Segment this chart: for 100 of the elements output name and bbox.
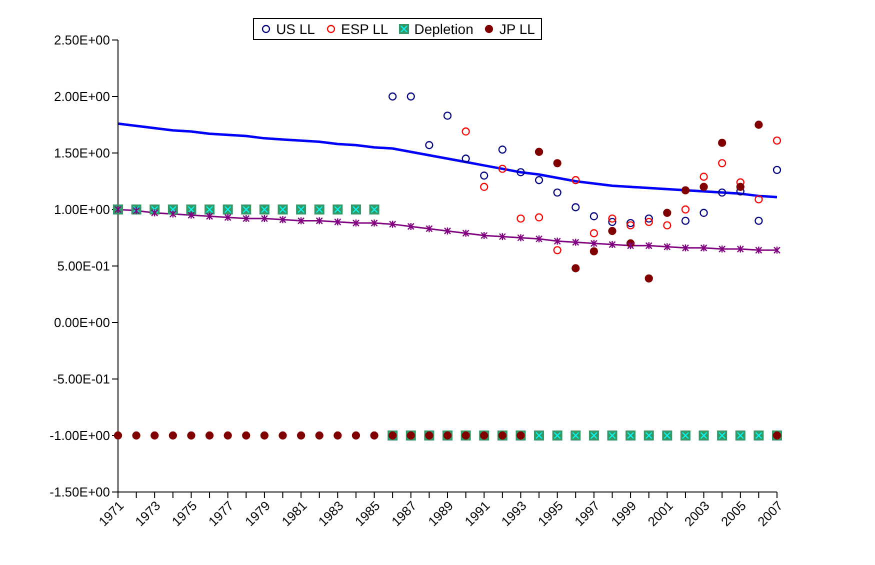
- point: [132, 431, 140, 440]
- point: [700, 244, 708, 252]
- point: [773, 246, 781, 254]
- point: [534, 176, 544, 184]
- point: [169, 210, 177, 218]
- point: [114, 431, 122, 440]
- point: [480, 231, 488, 240]
- point: [553, 188, 562, 197]
- point: [736, 244, 744, 254]
- legend-label: US LL: [276, 21, 315, 37]
- point: [572, 176, 580, 184]
- point: [754, 120, 763, 129]
- y-tick-label: 2.00E+00: [54, 89, 110, 104]
- point: [352, 431, 360, 440]
- legend-label: JP LL: [499, 21, 535, 37]
- point: [498, 232, 506, 241]
- point: [572, 264, 580, 272]
- point: [626, 221, 635, 230]
- point: [644, 218, 653, 226]
- point: [498, 146, 507, 154]
- point: [664, 242, 671, 251]
- point: [296, 431, 306, 440]
- point: [151, 208, 158, 217]
- point: [480, 182, 488, 191]
- point: [700, 172, 708, 181]
- point: [772, 166, 782, 174]
- y-tick-label: 1.00E+00: [54, 202, 110, 218]
- legend-label: Depletion: [414, 21, 474, 37]
- legend-label: ESP LL: [340, 21, 388, 37]
- point: [553, 159, 562, 168]
- point: [242, 431, 250, 440]
- point: [462, 229, 470, 238]
- point: [534, 213, 544, 222]
- point: [644, 214, 653, 223]
- point: [718, 138, 726, 147]
- point: [260, 214, 268, 223]
- point: [644, 274, 653, 283]
- point: [168, 431, 178, 440]
- point: [572, 203, 580, 212]
- point: [645, 242, 652, 250]
- point: [682, 244, 690, 252]
- point: [681, 216, 690, 225]
- y-tick-label: 5.00E-01: [57, 258, 110, 274]
- point: [205, 431, 214, 440]
- point: [278, 431, 287, 440]
- point: [406, 92, 415, 101]
- point: [462, 127, 470, 136]
- point: [352, 218, 360, 228]
- point: [736, 182, 744, 191]
- point: [718, 188, 726, 197]
- point: [516, 214, 525, 223]
- y-tick-label: -1.00E+00: [50, 428, 110, 444]
- y-tick-label: -1.50E+00: [50, 484, 110, 500]
- y-tick-label: 1.50E+00: [54, 146, 110, 161]
- point: [554, 237, 561, 246]
- point: [608, 214, 616, 223]
- point: [663, 221, 672, 230]
- point: [187, 431, 196, 440]
- point: [260, 431, 269, 440]
- point: [443, 112, 452, 120]
- point: [754, 195, 763, 204]
- point: [755, 246, 762, 254]
- point: [626, 218, 635, 228]
- point: [316, 216, 323, 225]
- point: [590, 239, 598, 248]
- y-tick-label: 2.50E+00: [54, 32, 110, 48]
- point: [626, 242, 634, 250]
- point: [608, 226, 616, 236]
- point: [608, 240, 616, 249]
- point: [150, 431, 159, 440]
- point: [425, 140, 434, 150]
- point: [590, 212, 598, 220]
- point: [224, 431, 232, 440]
- point: [370, 218, 378, 228]
- point: [462, 154, 470, 163]
- point: [297, 216, 305, 225]
- point: [663, 208, 672, 217]
- point: [754, 216, 763, 225]
- point: [334, 218, 342, 226]
- point: [535, 234, 543, 243]
- point: [553, 246, 562, 254]
- point: [407, 222, 414, 231]
- point: [480, 172, 488, 180]
- point: [370, 431, 378, 440]
- point: [534, 148, 544, 156]
- point: [590, 247, 598, 256]
- point: [426, 224, 433, 233]
- y-tick-label: 0.00E+00: [54, 315, 110, 330]
- point: [772, 136, 782, 145]
- point: [224, 213, 232, 222]
- y-tick-label: -5.00E-01: [52, 372, 110, 387]
- point: [590, 229, 598, 238]
- point: [334, 431, 342, 440]
- point: [608, 218, 616, 226]
- point: [388, 220, 396, 228]
- point: [279, 216, 286, 224]
- point: [718, 244, 726, 254]
- point: [315, 431, 324, 440]
- point: [572, 238, 580, 246]
- point: [388, 92, 397, 101]
